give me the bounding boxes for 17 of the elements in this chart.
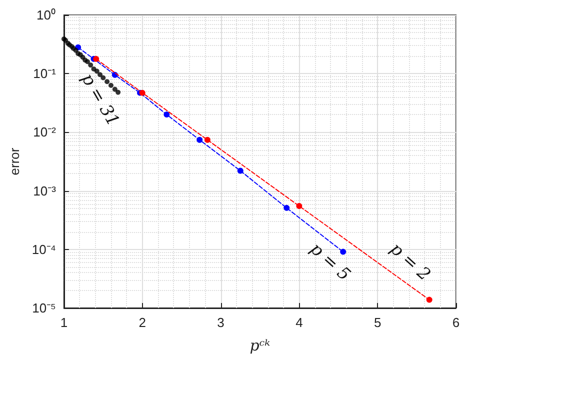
- x-tick-label: 3: [217, 315, 224, 330]
- annotation: p = 2: [386, 238, 434, 286]
- y-tick-label: 10⁻¹: [33, 66, 57, 82]
- annotation: p = 5: [306, 238, 354, 286]
- x-tick-label: 1: [60, 315, 68, 330]
- x-tick-label: 4: [296, 315, 303, 330]
- x-axis-title: pᶜᵏ: [250, 336, 271, 354]
- y-axis-title: error: [7, 147, 22, 176]
- y-tick-label: 10⁻⁵: [32, 300, 56, 316]
- annotation: p = 31: [76, 70, 124, 130]
- y-tick-label: 10⁰: [36, 8, 56, 22]
- y-tick-label: 10⁻²: [33, 124, 57, 140]
- x-tick-label: 6: [452, 315, 460, 330]
- x-tick-label: 5: [374, 315, 382, 330]
- y-tick-label: 10⁻³: [33, 183, 57, 198]
- y-tick-label: 10⁻⁴: [32, 242, 56, 257]
- x-tick-label: 2: [138, 315, 146, 330]
